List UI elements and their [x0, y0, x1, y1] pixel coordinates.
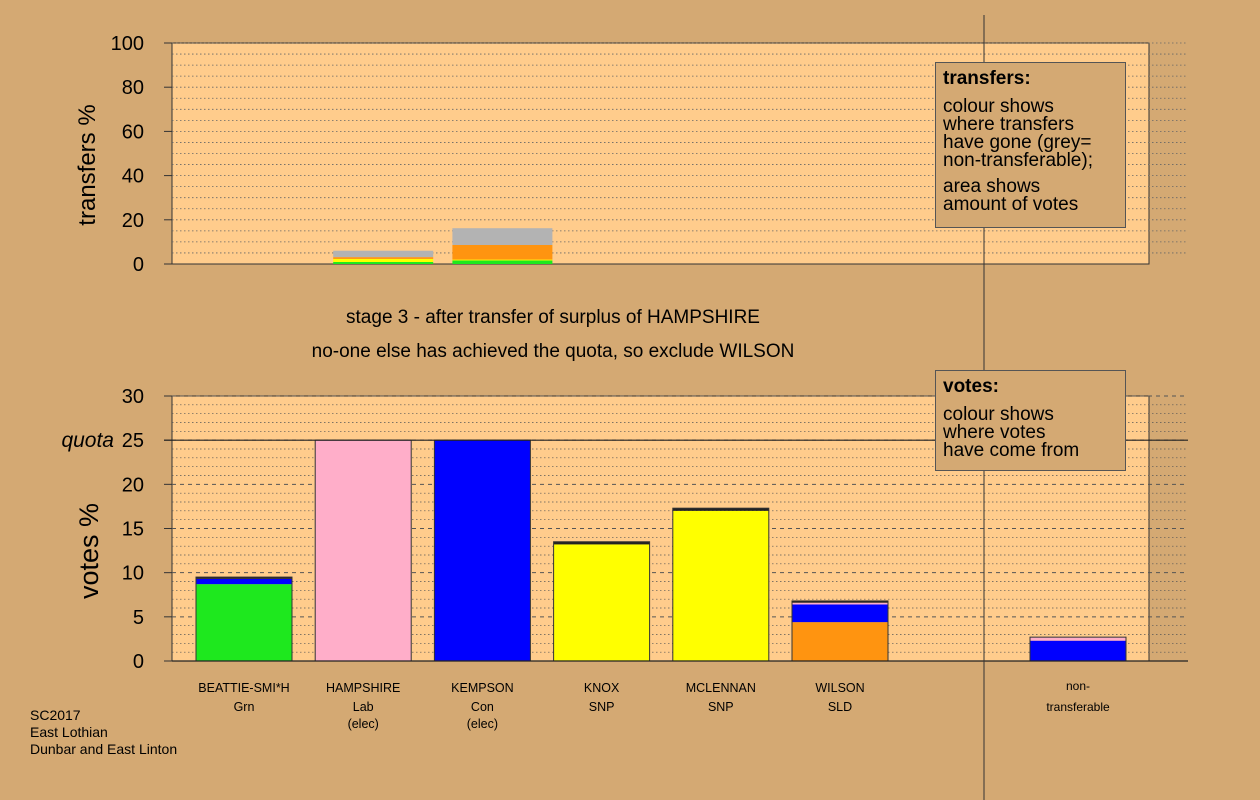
legend-line: amount of votes — [943, 194, 1079, 215]
x-tick-label-party: Grn — [234, 700, 255, 714]
caption-ward: Dunbar and East Linton — [30, 741, 178, 757]
transfer-segment — [452, 259, 553, 261]
transfers-legend: transfers: colour shows where transfers … — [935, 62, 1126, 228]
x-tick-label-party: SNP — [708, 700, 734, 714]
transfers-grid — [172, 42, 1188, 254]
legend-line: where transfers — [943, 114, 1074, 135]
vote-segment — [672, 508, 769, 511]
vote-segment — [196, 577, 292, 579]
legend-line: non-transferable); — [943, 150, 1093, 171]
y-tick-label: 0 — [133, 651, 144, 673]
vote-segment — [1030, 637, 1126, 641]
legend-line: where votes — [943, 422, 1046, 443]
legend-line: have come from — [943, 440, 1080, 461]
vote-segment — [434, 440, 531, 661]
x-tick-label-name: KEMPSON — [451, 681, 514, 695]
caption: SC2017 East Lothian Dunbar and East Lint… — [30, 707, 177, 758]
y-tick-label: 15 — [122, 519, 144, 541]
x-tick-label-name: HAMPSHIRE — [326, 681, 400, 695]
legend-line: colour shows — [943, 404, 1054, 425]
transfer-segment — [452, 260, 553, 264]
y-tick-label: 10 — [122, 563, 144, 585]
x-tick-label-party: Con — [471, 700, 494, 714]
transfer-segment — [452, 228, 553, 245]
x-tick-label-party: SNP — [589, 700, 615, 714]
y-tick-label: 25 — [122, 430, 144, 452]
y-tick-label: 80 — [122, 77, 144, 99]
vote-segment — [672, 510, 769, 661]
votes-legend-title: votes: — [943, 376, 999, 397]
votes-bars — [195, 439, 1127, 662]
x-tick-label-nontransferable: non- — [1066, 679, 1090, 693]
transfers-bars — [333, 228, 553, 264]
y-tick-label: 5 — [133, 607, 144, 629]
vote-segment — [553, 544, 650, 661]
votes-legend-text: colour shows where votes have come from — [943, 404, 1117, 461]
y-tick-label: 20 — [122, 210, 144, 232]
transfer-segment — [333, 250, 434, 258]
vote-segment — [792, 622, 888, 661]
transfer-segment — [333, 257, 434, 259]
y-tick-label: 40 — [122, 166, 144, 188]
y-tick-label: 60 — [122, 121, 144, 143]
x-tick-label-status: (elec) — [348, 717, 379, 731]
vote-segment — [553, 541, 650, 545]
transfer-segment — [333, 258, 434, 263]
stage-subtitle: no-one else has achieved the quota, so e… — [312, 341, 795, 362]
transfer-segment — [333, 262, 434, 264]
transfers-y-axis-label: transfers % — [74, 104, 101, 225]
transfers-legend-text-2: area shows amount of votes — [943, 176, 1117, 215]
y-tick-label: 100 — [111, 33, 144, 55]
vote-segment — [792, 602, 888, 605]
x-tick-label-nontransferable: transferable — [1046, 700, 1110, 714]
vote-segment — [315, 440, 412, 661]
vote-segment — [196, 584, 292, 661]
quota-label: quota — [61, 429, 114, 452]
stage-title: stage 3 - after transfer of surplus of H… — [346, 307, 760, 328]
vote-segment — [196, 578, 292, 585]
vote-segment — [792, 600, 888, 603]
y-tick-label: 0 — [133, 254, 144, 276]
x-tick-label-name: BEATTIE-SMI*H — [198, 681, 289, 695]
x-tick-label-party: SLD — [828, 700, 852, 714]
vote-segment — [1030, 640, 1126, 661]
votes-legend: votes: colour shows where votes have com… — [935, 370, 1126, 471]
y-tick-label: 20 — [122, 474, 144, 496]
legend-line: have gone (grey= — [943, 132, 1092, 153]
vote-segment — [792, 604, 888, 623]
transfers-legend-title: transfers: — [943, 68, 1031, 89]
x-tick-label-name: WILSON — [815, 681, 864, 695]
x-tick-label-party: Lab — [353, 700, 374, 714]
caption-election: SC2017 — [30, 707, 81, 723]
legend-line: colour shows — [943, 96, 1054, 117]
transfers-legend-text-1: colour shows where transfers have gone (… — [943, 96, 1117, 171]
x-tick-label-name: KNOX — [584, 681, 620, 695]
caption-council: East Lothian — [30, 724, 108, 740]
votes-y-axis-label: votes % — [74, 503, 104, 599]
y-tick-label: 30 — [122, 386, 144, 408]
legend-line: area shows — [943, 176, 1041, 197]
x-tick-label-name: MCLENNAN — [686, 681, 756, 695]
transfers-y-axis: 0 20 40 60 80 100 — [111, 33, 172, 276]
votes-x-axis: BEATTIE-SMI*H Grn HAMPSHIRE Lab (elec) KEMPSO… — [198, 679, 1110, 731]
transfer-segment — [452, 244, 553, 260]
x-tick-label-status: (elec) — [467, 717, 498, 731]
